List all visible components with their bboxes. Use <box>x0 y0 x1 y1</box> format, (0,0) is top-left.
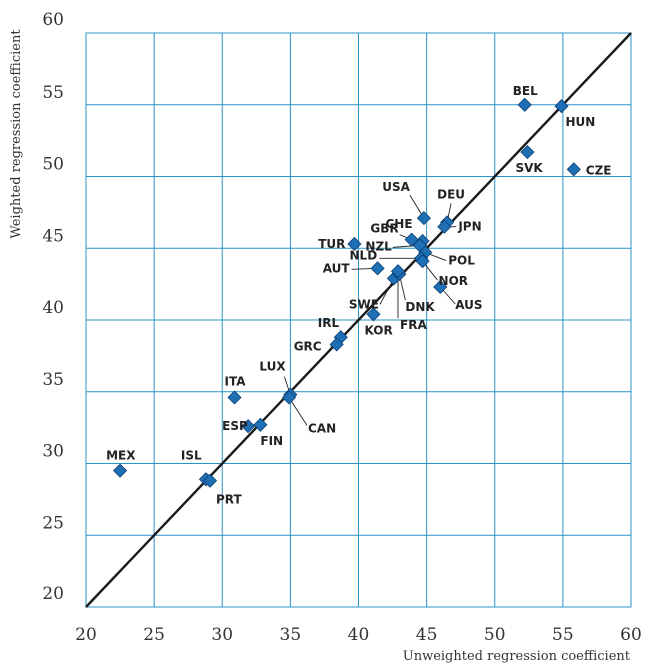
point-label-pol: POL <box>448 254 475 268</box>
point-label-nld: NLD <box>350 248 378 262</box>
data-point-grc <box>329 337 344 352</box>
y-tick-label-8: 60 <box>42 10 64 30</box>
data-point-cze <box>566 162 581 177</box>
point-label-fin: FIN <box>260 434 283 448</box>
point-label-dnk: DNK <box>405 300 435 314</box>
point-label-mex: MEX <box>106 449 136 463</box>
x-tick-label-5: 45 <box>416 625 438 645</box>
data-point-nor <box>415 254 430 269</box>
y-tick-label-4: 40 <box>42 298 64 318</box>
data-point-usa <box>416 211 431 226</box>
data-point-gbr <box>404 232 419 247</box>
point-label-gbr: GBR <box>370 222 398 236</box>
x-tick-label-4: 40 <box>348 625 370 645</box>
y-tick-label-3: 35 <box>42 370 64 390</box>
point-label-aus: AUS <box>455 298 482 312</box>
point-label-jpn: JPN <box>457 220 481 234</box>
data-point-aut <box>370 261 385 276</box>
point-label-lux: LUX <box>259 360 286 374</box>
y-tick-label-2: 30 <box>42 442 64 462</box>
y-axis-label: Weighted regression coefficient <box>9 29 24 239</box>
point-label-hun: HUN <box>566 115 596 129</box>
data-point-aus <box>433 279 448 295</box>
data-point-prt <box>202 473 218 488</box>
data-point-jpn <box>437 219 452 234</box>
point-label-cze: CZE <box>586 163 612 177</box>
x-tick-label-1: 25 <box>143 625 165 645</box>
data-point-kor <box>366 307 381 322</box>
x-tick-label-3: 35 <box>280 625 302 645</box>
x-tick-label-7: 55 <box>552 625 574 645</box>
data-point-fra <box>390 264 406 279</box>
point-label-ita: ITA <box>225 374 247 388</box>
data-point-can <box>281 390 297 405</box>
y-tick-label-6: 50 <box>42 155 64 175</box>
data-markers <box>112 97 581 488</box>
y-tick-label-1: 25 <box>42 513 64 533</box>
point-label-nzl: NZL <box>365 239 392 253</box>
point-label-can: CAN <box>308 421 336 435</box>
data-point-bel <box>517 97 532 112</box>
data-point-esp <box>241 419 256 434</box>
data-point-ita <box>227 390 242 405</box>
point-label-grc: GRC <box>294 339 322 353</box>
x-tick-label-2: 30 <box>211 625 233 645</box>
point-label-aut: AUT <box>323 261 351 275</box>
plot-frame <box>85 32 632 608</box>
leader-line-can <box>288 397 308 426</box>
x-tick-label-6: 50 <box>484 625 506 645</box>
point-label-svk: SVK <box>515 161 543 175</box>
point-label-nor: NOR <box>439 274 468 288</box>
data-point-hun <box>554 99 569 114</box>
tick-labels: 20 25 30 35 40 45 50 55 60 20 25 30 35 40 45 50 55 60 <box>42 10 641 645</box>
reference-line-45-degree <box>85 32 632 608</box>
y-tick-label-5: 45 <box>42 226 64 246</box>
point-label-kor: KOR <box>364 323 392 337</box>
point-label-usa: USA <box>382 180 410 194</box>
point-label-fra: FRA <box>400 318 427 332</box>
x-axis-label: Unweighted regression coefficient <box>403 649 631 664</box>
point-label-prt: PRT <box>216 493 242 507</box>
point-label-che: CHE <box>385 217 412 231</box>
point-label-esp: ESP <box>222 419 248 433</box>
point-label-isl: ISL <box>181 448 202 462</box>
point-label-irl: IRL <box>318 316 340 330</box>
data-point-mex <box>112 463 128 478</box>
point-label-swe: SWE <box>349 297 379 311</box>
point-label-tur: TUR <box>318 237 345 251</box>
x-tick-label-8: 60 <box>620 625 642 645</box>
point-label-deu: DEU <box>437 187 465 201</box>
data-point-svk <box>520 145 535 160</box>
data-point-fin <box>253 417 268 432</box>
data-point-tur <box>347 236 362 252</box>
point-label-bel: BEL <box>513 84 538 98</box>
x-tick-label-0: 20 <box>75 625 97 645</box>
y-tick-label-7: 55 <box>42 83 64 103</box>
y-tick-label-0: 20 <box>42 584 64 604</box>
